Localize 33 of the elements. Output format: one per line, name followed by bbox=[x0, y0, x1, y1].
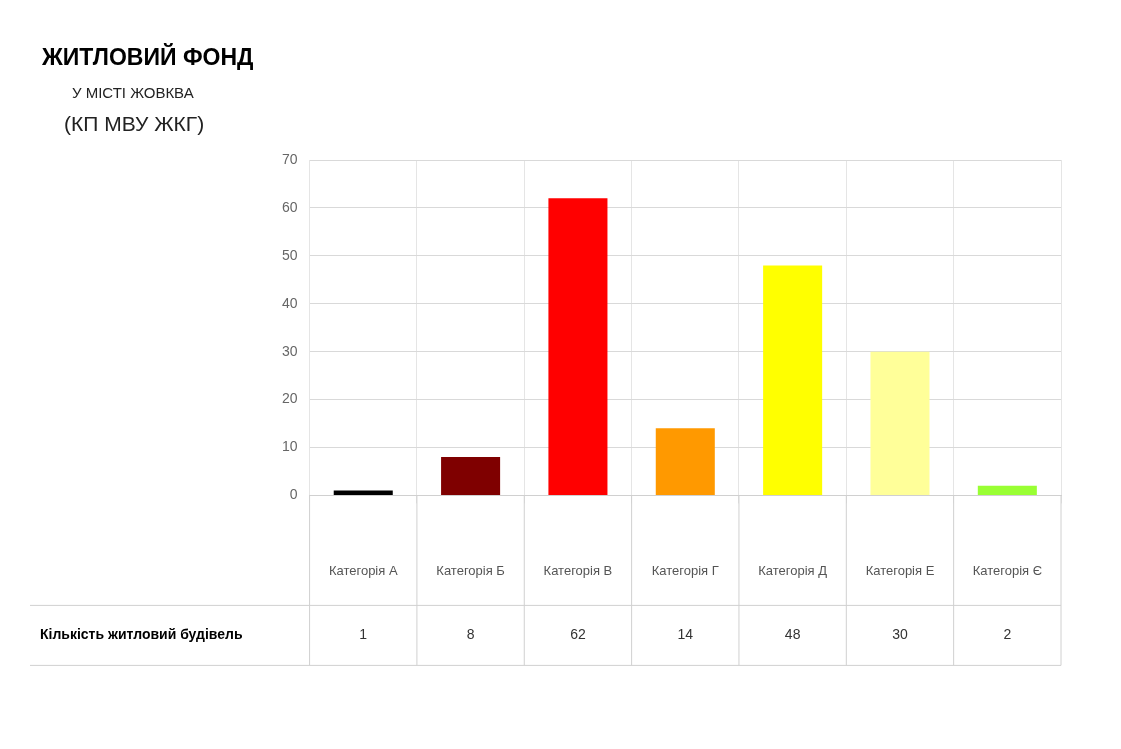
text: Кількість житловий будівель bbox=[40, 626, 243, 643]
data-label: 62 bbox=[570, 626, 586, 643]
x-tick-label: Категорія А bbox=[328, 562, 398, 578]
x-tick-label: Категорія Е bbox=[865, 562, 935, 578]
bar bbox=[441, 457, 501, 495]
data-label: 1 bbox=[359, 626, 368, 643]
x-tick-label: Категорія В bbox=[543, 562, 613, 578]
y-tick-label: 10 bbox=[281, 438, 298, 455]
data-label: 14 bbox=[677, 626, 694, 643]
data-label: 48 bbox=[784, 626, 801, 643]
data-label: 30 bbox=[892, 626, 908, 643]
data-label: 2 bbox=[1003, 626, 1012, 643]
y-tick-label: 70 bbox=[281, 150, 298, 167]
bar bbox=[763, 265, 823, 495]
y-tick-label: 30 bbox=[281, 342, 298, 359]
bar bbox=[548, 198, 608, 495]
text: (КП МВУ ЖКГ) bbox=[64, 112, 205, 136]
x-tick-label: Категорія Б bbox=[436, 562, 505, 578]
x-tick-label: Категорія Г bbox=[651, 562, 719, 578]
bar bbox=[333, 490, 393, 495]
x-tick-label: Категорія Є bbox=[972, 562, 1043, 578]
y-tick-label: 50 bbox=[281, 246, 298, 263]
x-tick-label: Категорія Д bbox=[758, 562, 828, 578]
y-tick-label: 20 bbox=[281, 390, 298, 407]
bar bbox=[655, 428, 715, 495]
text: У МІСТІ ЖОВКВА bbox=[72, 84, 194, 101]
bar bbox=[977, 485, 1037, 495]
y-tick-label: 40 bbox=[281, 294, 298, 311]
bar bbox=[870, 351, 930, 495]
y-tick-label: 0 bbox=[289, 486, 298, 503]
chart-title: ЖИТЛОВИЙ ФОНД bbox=[42, 44, 254, 71]
y-tick-label: 60 bbox=[281, 198, 298, 215]
data-label: 8 bbox=[466, 626, 475, 643]
